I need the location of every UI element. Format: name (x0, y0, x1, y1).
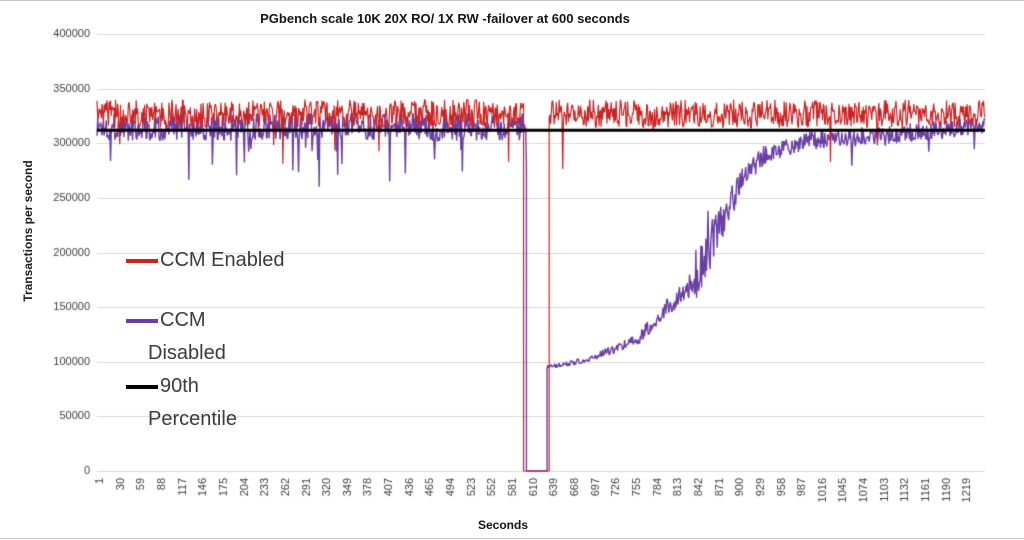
legend-label-ccm-disabled-line2: Disabled (148, 342, 226, 364)
legend-item-90th-percentile-line2: Percentile (126, 403, 285, 436)
legend-label-ccm-disabled-line1: CCM (160, 309, 206, 331)
legend-label-ccm-enabled: CCM Enabled (160, 249, 285, 271)
x-axis-title: Seconds (477, 518, 528, 532)
legend-item-90th-percentile: 90th (126, 370, 285, 403)
chart-title: PGbench scale 10K 20X RO/ 1X RW -failove… (260, 11, 630, 26)
legend-label-percentile-line1: 90th (160, 375, 199, 397)
ccm-enabled-line-swatch (126, 258, 158, 263)
y-axis-title: Transactions per second (21, 160, 35, 302)
chart-legend: CCM Enabled CCM Disabled 90th Percentile (126, 244, 285, 436)
legend-label-percentile-line2: Percentile (148, 408, 237, 430)
legend-item-ccm-enabled: CCM Enabled (126, 244, 285, 277)
legend-item-ccm-disabled: CCM (126, 304, 285, 337)
percentile-line-swatch (126, 384, 158, 389)
legend-item-ccm-disabled-line2: Disabled (126, 337, 285, 370)
ccm-disabled-line-swatch (126, 318, 158, 323)
